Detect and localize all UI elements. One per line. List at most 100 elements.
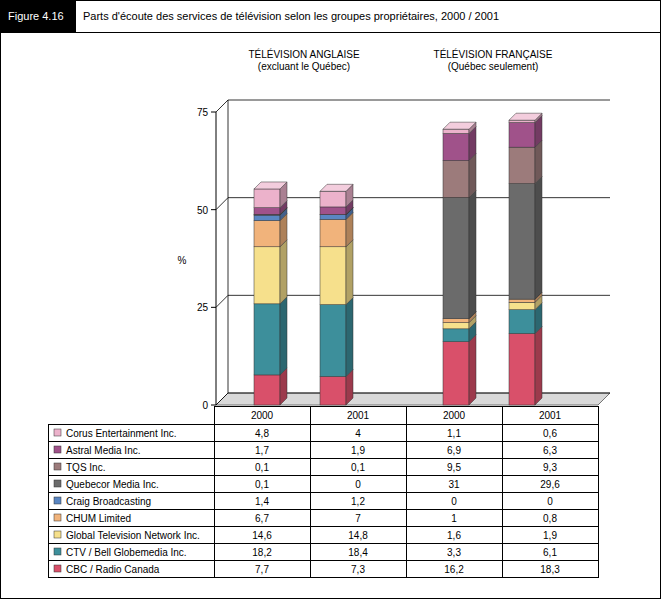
table-value: 3,3 bbox=[447, 547, 461, 558]
bar-segment bbox=[509, 327, 542, 405]
y-tick bbox=[211, 307, 216, 308]
table-value: 6,9 bbox=[447, 445, 461, 456]
table-value: 1,6 bbox=[447, 530, 461, 541]
y-tick bbox=[211, 209, 216, 210]
bar-side bbox=[535, 140, 542, 183]
legend-label: Craig Broadcasting bbox=[66, 496, 151, 507]
bar-front bbox=[509, 120, 535, 122]
bar-top bbox=[443, 122, 476, 129]
bar-front bbox=[509, 123, 535, 148]
category-label: 2001 bbox=[539, 410, 562, 421]
table-value: 0,8 bbox=[543, 513, 557, 524]
bar-front bbox=[254, 375, 280, 405]
bar-front bbox=[320, 219, 346, 246]
bar-front bbox=[320, 215, 346, 220]
table-value: 1,4 bbox=[255, 496, 269, 507]
table-col-line bbox=[310, 406, 311, 577]
category-label: 2000 bbox=[443, 410, 466, 421]
bar-front bbox=[443, 323, 469, 329]
legend-swatch bbox=[54, 514, 61, 521]
bar-top bbox=[509, 113, 542, 120]
bar-segment bbox=[443, 191, 476, 319]
bar-segment bbox=[254, 240, 287, 304]
table-row-line bbox=[48, 509, 598, 510]
group-sublabel: (Québec seulement) bbox=[448, 61, 539, 72]
category-label: 2001 bbox=[347, 410, 370, 421]
bar-front bbox=[509, 302, 535, 309]
table-value: 6,3 bbox=[543, 445, 557, 456]
table-value: 14,8 bbox=[348, 530, 368, 541]
table-row-line bbox=[48, 543, 598, 544]
table-value: 18,2 bbox=[252, 547, 272, 558]
bar-segment bbox=[509, 176, 542, 299]
bar-front bbox=[509, 147, 535, 183]
bar-front bbox=[320, 305, 346, 377]
bar-segment bbox=[320, 240, 353, 305]
bar-segment bbox=[254, 297, 287, 375]
table-value: 16,2 bbox=[444, 564, 464, 575]
table-value: 0,1 bbox=[351, 462, 365, 473]
table-col-line bbox=[406, 406, 407, 577]
group-sublabel: (excluant le Québec) bbox=[258, 61, 350, 72]
bar-side bbox=[535, 327, 542, 405]
legend-label: Astral Media Inc. bbox=[66, 445, 140, 456]
table-row-line bbox=[48, 458, 598, 459]
bar-segment bbox=[320, 298, 353, 377]
table-value: 7 bbox=[355, 513, 361, 524]
bar-front bbox=[443, 342, 469, 405]
category-label: 2000 bbox=[251, 410, 274, 421]
table-row-line bbox=[48, 560, 598, 561]
y-axis-label: % bbox=[178, 255, 187, 266]
group-label: TÉLÉVISION FRANÇAISE bbox=[434, 48, 553, 60]
bar-front bbox=[443, 198, 469, 319]
legend-label: CHUM Limited bbox=[66, 513, 131, 524]
bar-side bbox=[469, 335, 476, 405]
back-wall-edge bbox=[228, 100, 229, 393]
bar-front bbox=[254, 221, 280, 247]
table-value: 1,2 bbox=[351, 496, 365, 507]
bar-front bbox=[509, 310, 535, 334]
bar-top bbox=[254, 182, 287, 189]
y-tick bbox=[211, 405, 216, 406]
bar-side bbox=[280, 297, 287, 375]
table-value: 7,7 bbox=[255, 564, 269, 575]
bar-front bbox=[254, 304, 280, 375]
title: Parts d'écoute des services de télévisio… bbox=[83, 10, 499, 22]
table-value: 0,6 bbox=[543, 428, 557, 439]
bar-front bbox=[320, 207, 346, 214]
data-table: 2000200120002001Corus Entertainment Inc.… bbox=[48, 406, 599, 578]
bar-front bbox=[320, 191, 346, 207]
legend-swatch bbox=[54, 429, 61, 436]
table-row-line bbox=[48, 475, 598, 476]
y-tick-label: 75 bbox=[197, 107, 209, 118]
table-row-line bbox=[48, 441, 598, 442]
table-value: 6,7 bbox=[255, 513, 269, 524]
table-value: 1,7 bbox=[255, 445, 269, 456]
legend-swatch bbox=[54, 463, 61, 470]
legend-swatch bbox=[54, 480, 61, 487]
table-border bbox=[49, 425, 599, 578]
bar-side bbox=[469, 153, 476, 197]
legend-label: CTV / Bell Globemedia Inc. bbox=[66, 547, 187, 558]
bar-segment bbox=[443, 122, 476, 133]
table-value: 0 bbox=[355, 479, 361, 490]
table-value: 7,3 bbox=[351, 564, 365, 575]
bar-front bbox=[443, 319, 469, 323]
frame bbox=[1, 1, 661, 599]
table-row-line bbox=[48, 526, 598, 527]
bar-front bbox=[320, 247, 346, 305]
legend-swatch bbox=[54, 548, 61, 555]
legend-swatch bbox=[54, 446, 61, 453]
y-tick bbox=[211, 112, 216, 113]
legend-label: Global Television Network Inc. bbox=[66, 530, 200, 541]
table-value: 0 bbox=[547, 496, 553, 507]
bar-front bbox=[254, 247, 280, 304]
bar-front bbox=[443, 133, 469, 160]
table-value: 6,1 bbox=[543, 547, 557, 558]
legend-label: CBC / Radio Canada bbox=[66, 564, 160, 575]
table-value: 29,6 bbox=[540, 479, 560, 490]
table-col-line bbox=[502, 406, 503, 577]
bar-side bbox=[469, 191, 476, 319]
legend-swatch bbox=[54, 565, 61, 572]
bar-front bbox=[254, 208, 280, 215]
